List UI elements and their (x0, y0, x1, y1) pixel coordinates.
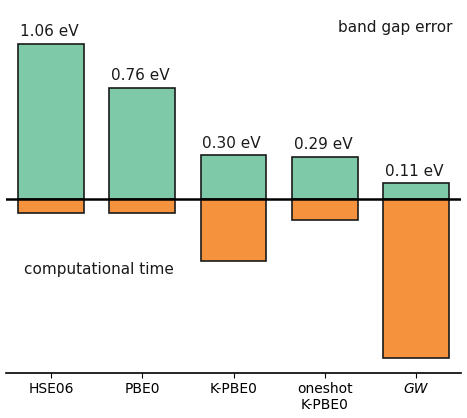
Text: 0.76 eV: 0.76 eV (111, 69, 170, 83)
Bar (109, 88, 175, 199)
Text: 0.11 eV: 0.11 eV (385, 164, 443, 179)
Bar (18, 44, 84, 199)
Bar (292, 157, 358, 199)
Bar (201, 199, 266, 261)
Bar (201, 155, 266, 199)
Text: 1.06 eV: 1.06 eV (20, 24, 79, 39)
Bar (292, 199, 358, 220)
Text: band gap error: band gap error (338, 20, 453, 35)
Bar (383, 199, 449, 358)
Text: 0.29 eV: 0.29 eV (294, 138, 352, 152)
Text: computational time: computational time (24, 263, 174, 278)
Text: 0.30 eV: 0.30 eV (203, 136, 261, 151)
Bar (383, 183, 449, 199)
Bar (109, 199, 175, 212)
Bar (18, 199, 84, 212)
